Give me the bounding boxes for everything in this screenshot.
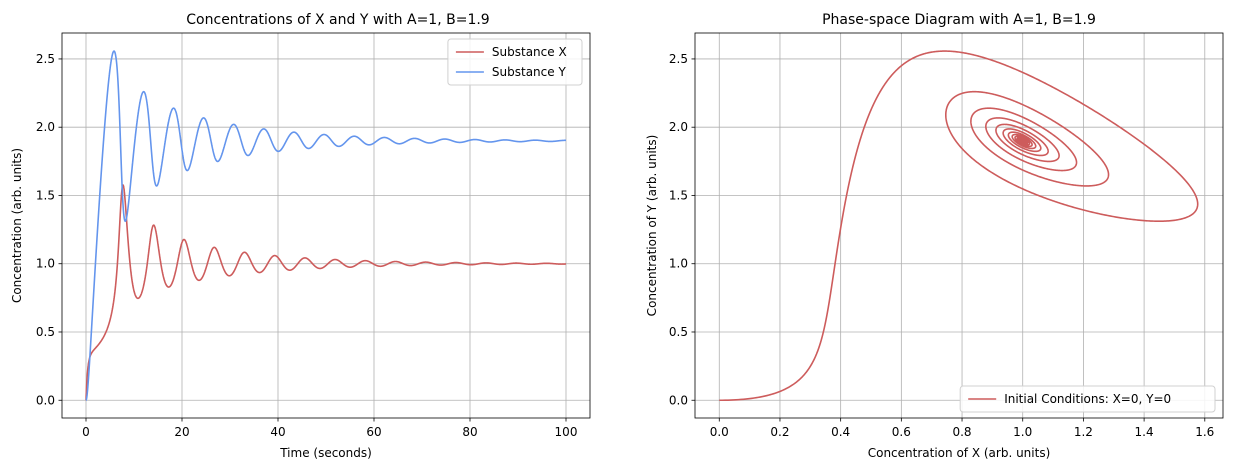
legend-box [959, 385, 1216, 413]
y-axis-label: Concentration of Y (arb. units) [645, 135, 659, 317]
x-tick-label: 0.2 [770, 425, 789, 439]
x-tick-label: 20 [174, 425, 189, 439]
y-ticks: 0.0 0.5 1.0 1.5 2.0 2.5 [669, 52, 695, 407]
time-series-chart: Concentrations of X and Y with A=1, B=1.… [10, 12, 591, 460]
chart-title: Phase-space Diagram with A=1, B=1.9 [822, 12, 1096, 28]
grid [62, 33, 590, 418]
y-ticks: 0.0 0.5 1.0 1.5 2.0 2.5 [36, 52, 62, 407]
y-tick-label: 1.5 [36, 188, 55, 202]
series-group [85, 50, 567, 402]
chart-title: Concentrations of X and Y with A=1, B=1.… [186, 12, 489, 28]
x-tick-label: 40 [270, 425, 285, 439]
x-ticks: 0.0 0.2 0.4 0.6 0.8 1.0 1.2 1.4 1.6 [710, 418, 1214, 439]
grid [695, 33, 1223, 418]
series-line-1 [85, 184, 567, 401]
x-tick-label: 0 [82, 425, 90, 439]
x-tick-label: 1.2 [1074, 425, 1093, 439]
legend-label: Substance Y [492, 65, 567, 79]
x-tick-label: 80 [462, 425, 477, 439]
y-tick-label: 2.0 [669, 120, 688, 134]
x-axis-label: Concentration of X (arb. units) [868, 446, 1051, 460]
legend: Initial Conditions: X=0, Y=0 [959, 385, 1216, 413]
x-tick-label: 60 [366, 425, 381, 439]
series-group [719, 50, 1199, 402]
y-tick-label: 2.0 [36, 120, 55, 134]
y-tick-label: 0.5 [36, 325, 55, 339]
plot-frame [61, 32, 591, 419]
x-tick-label: 1.4 [1135, 425, 1154, 439]
series-line-2 [85, 50, 567, 402]
y-tick-label: 1.0 [36, 257, 55, 271]
legend: Substance X Substance Y [447, 38, 583, 86]
x-tick-label: 0.4 [831, 425, 850, 439]
y-tick-label: 0.5 [669, 325, 688, 339]
x-tick-label: 100 [555, 425, 578, 439]
x-tick-label: 0.8 [952, 425, 971, 439]
x-axis-label: Time (seconds) [279, 446, 372, 460]
x-ticks: 0 20 40 60 80 100 [82, 418, 577, 439]
x-tick-label: 0.0 [710, 425, 729, 439]
y-tick-label: 2.5 [36, 52, 55, 66]
y-tick-label: 1.0 [669, 257, 688, 271]
legend-box [447, 38, 583, 86]
legend-label: Initial Conditions: X=0, Y=0 [1004, 392, 1171, 406]
legend-label: Substance X [492, 45, 567, 59]
plot-frame [694, 32, 1224, 419]
y-tick-label: 0.0 [36, 393, 55, 407]
y-axis-label: Concentration (arb. units) [10, 148, 24, 303]
x-tick-label: 0.6 [892, 425, 911, 439]
y-tick-label: 0.0 [669, 393, 688, 407]
series-line-1 [719, 50, 1199, 402]
y-tick-label: 1.5 [669, 188, 688, 202]
x-tick-label: 1.0 [1013, 425, 1032, 439]
x-tick-label: 1.6 [1195, 425, 1214, 439]
y-tick-label: 2.5 [669, 52, 688, 66]
phase-space-chart: Phase-space Diagram with A=1, B=1.9 0.0 0… [645, 12, 1224, 460]
